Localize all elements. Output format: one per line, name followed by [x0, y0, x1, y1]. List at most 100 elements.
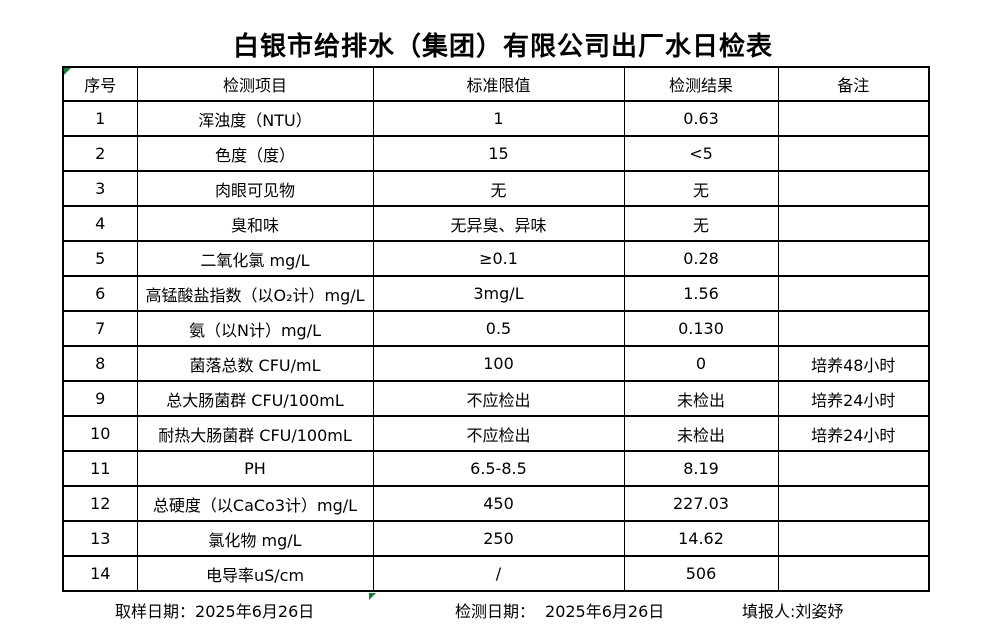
cell-no: 8 [62, 345, 138, 382]
test-date: 检测日期： 2025年6月26日 [455, 598, 664, 622]
table-row: 5 二氧化氯 mg/L ≥0.1 0.28 [62, 240, 930, 277]
cell-item: 色度（度） [136, 135, 374, 172]
cell-limit: 3mg/L [372, 275, 625, 312]
cell-limit: 450 [372, 485, 625, 522]
cell-result: 8.19 [623, 450, 779, 487]
cell-remark [777, 170, 930, 207]
cell-remark [777, 310, 930, 347]
cell-no: 1 [62, 100, 138, 137]
cell-result: 未检出 [623, 415, 779, 452]
cell-limit: 250 [372, 520, 625, 557]
cell-item: 高锰酸盐指数（以O₂计）mg/L [136, 275, 374, 312]
cell-no: 14 [62, 555, 138, 592]
sample-date: 取样日期：2025年6月26日 [115, 598, 314, 622]
cell-remark [777, 485, 930, 522]
table-row: 3 肉眼可见物 无 无 [62, 170, 930, 207]
cell-result: 无 [623, 170, 779, 207]
table-row: 12 总硬度（以CaCo3计）mg/L 450 227.03 [62, 485, 930, 522]
cell-item: 耐热大肠菌群 CFU/100mL [136, 415, 374, 452]
cell-item: 肉眼可见物 [136, 170, 374, 207]
table-row: 8 菌落总数 CFU/mL 100 0 培养48小时 [62, 345, 930, 382]
cell-item: 臭和味 [136, 205, 374, 242]
cell-remark [777, 240, 930, 277]
header-remark: 备注 [777, 66, 930, 102]
cell-no: 3 [62, 170, 138, 207]
cell-remark [777, 450, 930, 487]
inspection-table: 序号 检测项目 标准限值 检测结果 备注 1 浑浊度（NTU） 1 0.63 2… [62, 66, 930, 592]
cell-no: 5 [62, 240, 138, 277]
cell-remark: 培养24小时 [777, 380, 930, 417]
reporter-label: 填报人: [742, 602, 796, 621]
header-limit: 标准限值 [372, 66, 625, 102]
cell-limit: 无异臭、异味 [372, 205, 625, 242]
cell-limit: ≥0.1 [372, 240, 625, 277]
cell-result: 1.56 [623, 275, 779, 312]
sample-date-label: 取样日期： [115, 602, 196, 621]
header-result: 检测结果 [623, 66, 779, 102]
table-body: 1 浑浊度（NTU） 1 0.63 2 色度（度） 15 <5 3 肉眼可见物 … [62, 100, 930, 592]
table-header-row: 序号 检测项目 标准限值 检测结果 备注 [62, 66, 930, 102]
cell-remark [777, 520, 930, 557]
cell-result: 无 [623, 205, 779, 242]
cell-item: 氯化物 mg/L [136, 520, 374, 557]
cell-result: 0.130 [623, 310, 779, 347]
cell-no: 10 [62, 415, 138, 452]
cell-result: 未检出 [623, 380, 779, 417]
cell-remark [777, 555, 930, 592]
cell-item: PH [136, 450, 374, 487]
cell-result: 227.03 [623, 485, 779, 522]
cell-limit: 1 [372, 100, 625, 137]
test-date-value: 2025年6月26日 [545, 602, 665, 621]
cell-item: 总大肠菌群 CFU/100mL [136, 380, 374, 417]
cell-error-indicator-icon [369, 593, 376, 600]
table-row: 6 高锰酸盐指数（以O₂计）mg/L 3mg/L 1.56 [62, 275, 930, 312]
cell-result: 0.63 [623, 100, 779, 137]
cell-item: 总硬度（以CaCo3计）mg/L [136, 485, 374, 522]
footer: 取样日期：2025年6月26日 检测日期： 2025年6月26日 填报人:刘姿妤 [0, 598, 1006, 622]
cell-limit: 15 [372, 135, 625, 172]
cell-result: <5 [623, 135, 779, 172]
table-row: 11 PH 6.5-8.5 8.19 [62, 450, 930, 487]
cell-limit: / [372, 555, 625, 592]
cell-remark [777, 100, 930, 137]
table-row: 2 色度（度） 15 <5 [62, 135, 930, 172]
cell-no: 11 [62, 450, 138, 487]
cell-item: 电导率uS/cm [136, 555, 374, 592]
reporter: 填报人:刘姿妤 [742, 598, 843, 622]
cell-no: 6 [62, 275, 138, 312]
cell-no: 12 [62, 485, 138, 522]
cell-remark [777, 205, 930, 242]
table-row: 14 电导率uS/cm / 506 [62, 555, 930, 592]
cell-no: 4 [62, 205, 138, 242]
cell-limit: 不应检出 [372, 380, 625, 417]
cell-result: 506 [623, 555, 779, 592]
cell-remark [777, 135, 930, 172]
table-row: 4 臭和味 无异臭、异味 无 [62, 205, 930, 242]
cell-no: 9 [62, 380, 138, 417]
reporter-value: 刘姿妤 [795, 602, 844, 621]
cell-no: 2 [62, 135, 138, 172]
cell-item: 二氧化氯 mg/L [136, 240, 374, 277]
header-no: 序号 [62, 66, 138, 102]
cell-no: 7 [62, 310, 138, 347]
cell-remark [777, 275, 930, 312]
cell-result: 0 [623, 345, 779, 382]
cell-no: 13 [62, 520, 138, 557]
cell-item: 菌落总数 CFU/mL [136, 345, 374, 382]
test-date-label: 检测日期： [455, 602, 536, 621]
cell-limit: 0.5 [372, 310, 625, 347]
table-row: 7 氨（以N计）mg/L 0.5 0.130 [62, 310, 930, 347]
cell-remark: 培养48小时 [777, 345, 930, 382]
header-item: 检测项目 [136, 66, 374, 102]
table-row: 9 总大肠菌群 CFU/100mL 不应检出 未检出 培养24小时 [62, 380, 930, 417]
cell-limit: 6.5-8.5 [372, 450, 625, 487]
table-row: 13 氯化物 mg/L 250 14.62 [62, 520, 930, 557]
cell-result: 0.28 [623, 240, 779, 277]
sample-date-value: 2025年6月26日 [195, 602, 315, 621]
cell-item: 氨（以N计）mg/L [136, 310, 374, 347]
cell-limit: 无 [372, 170, 625, 207]
page-title: 白银市给排水（集团）有限公司出厂水日检表 [232, 32, 773, 62]
cell-limit: 100 [372, 345, 625, 382]
table-row: 1 浑浊度（NTU） 1 0.63 [62, 100, 930, 137]
